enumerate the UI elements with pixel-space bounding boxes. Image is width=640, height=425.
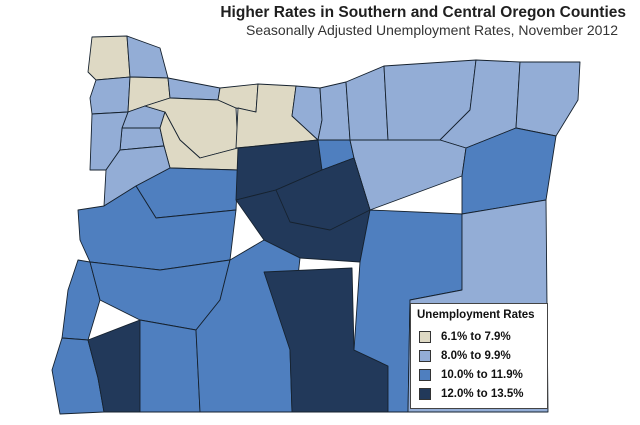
legend-swatch: [419, 331, 431, 343]
legend-label: 10.0% to 11.9%: [441, 369, 523, 381]
legend-title: Unemployment Rates: [417, 309, 535, 321]
county-columbia: [126, 35, 169, 79]
county-morrow: [345, 65, 389, 141]
legend-swatch: [419, 350, 431, 362]
legend-label: 12.0% to 13.5%: [441, 388, 524, 400]
map-legend: Unemployment Rates 6.1% to 7.9% 8.0% to …: [410, 303, 548, 409]
legend-label: 6.1% to 7.9%: [441, 331, 511, 343]
legend-swatch: [419, 388, 431, 400]
county-jackson: [139, 319, 201, 413]
county-wallowa: [515, 61, 581, 137]
legend-item: 12.0% to 13.5%: [419, 387, 523, 401]
legend-label: 8.0% to 9.9%: [441, 350, 511, 362]
county-tillamook: [89, 76, 131, 115]
map-subtitle: Seasonally Adjusted Unemployment Rates, …: [246, 22, 618, 38]
map-title: Higher Rates in Southern and Central Ore…: [220, 4, 626, 21]
county-gilliam: [317, 81, 351, 141]
legend-item: 10.0% to 11.9%: [419, 368, 523, 382]
county-josephine: [87, 319, 141, 413]
legend-swatch: [419, 369, 431, 381]
county-grant: [349, 139, 467, 211]
county-multnomah: [167, 77, 221, 101]
legend-item: 8.0% to 9.9%: [419, 349, 511, 363]
county-clatsop: [87, 35, 131, 81]
legend-item: 6.1% to 7.9%: [419, 330, 511, 344]
county-lane: [77, 185, 237, 271]
